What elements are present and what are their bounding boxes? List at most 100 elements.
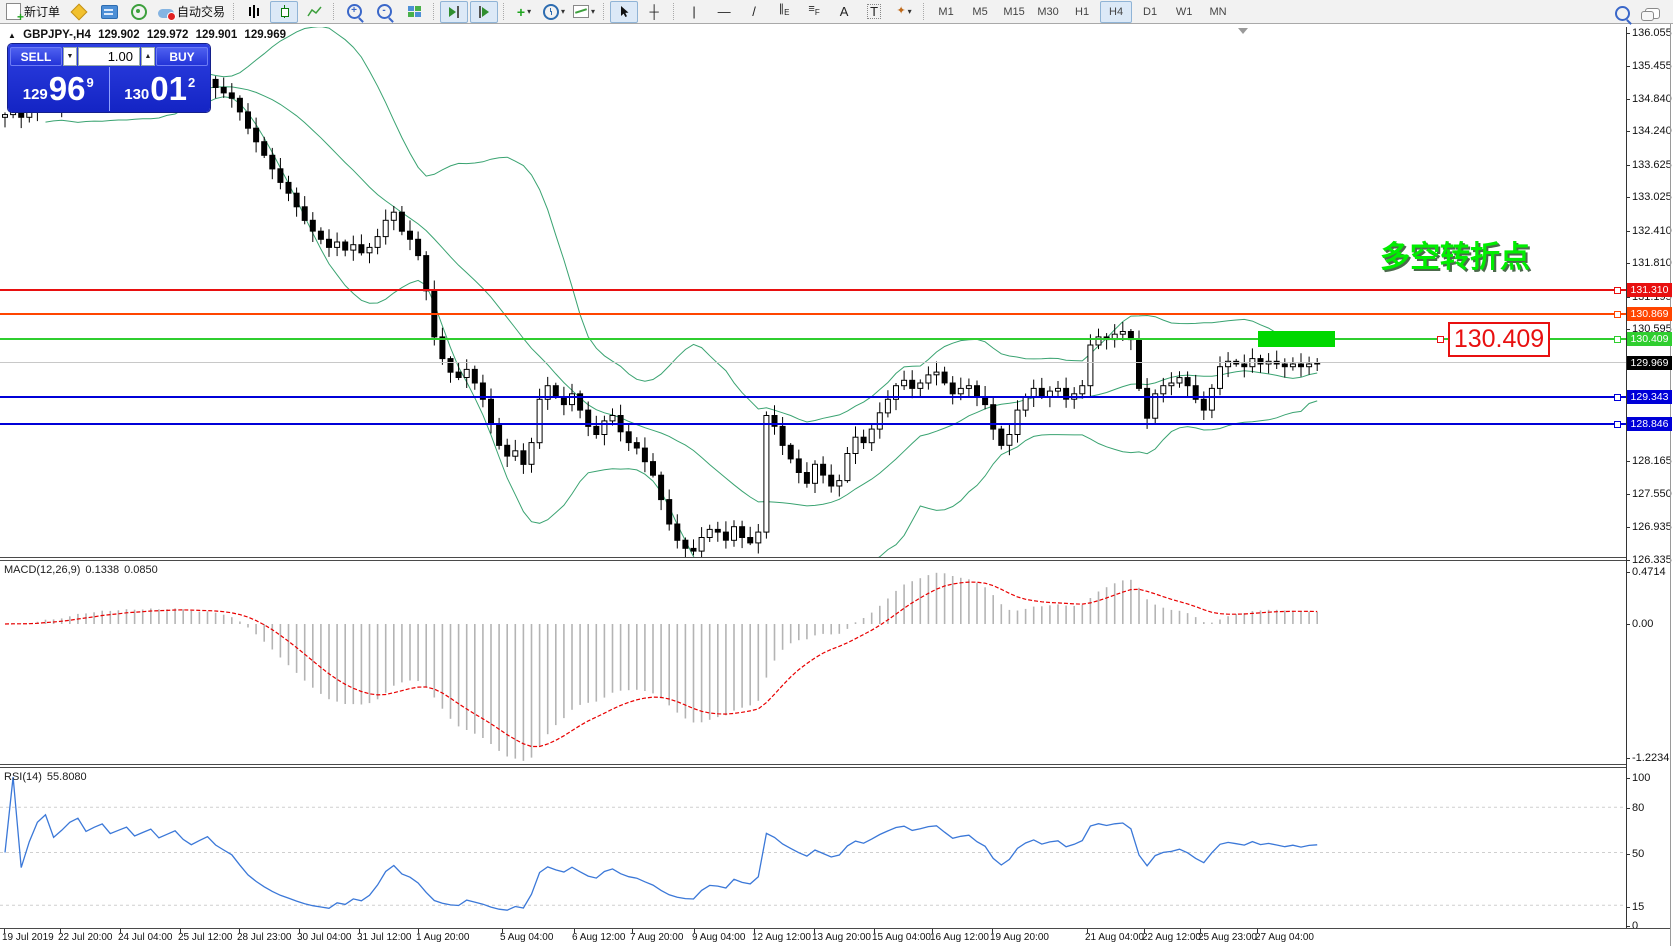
window-right-border <box>1670 24 1671 946</box>
price-level-line[interactable] <box>0 289 1626 292</box>
toolbar-separator <box>603 3 605 20</box>
signals-button[interactable] <box>125 1 153 23</box>
price-low: 129.901 <box>195 29 238 41</box>
cursor-button[interactable] <box>610 0 639 23</box>
arrows-button[interactable]: ✦ ▾ <box>890 1 918 23</box>
line-chart-button[interactable] <box>300 1 328 23</box>
indicators-button[interactable]: + ▾ <box>510 1 538 23</box>
price-axis-badge: 131.310 <box>1627 283 1672 298</box>
new-order-label: 新订单 <box>24 5 61 19</box>
time-axis-border <box>0 928 1670 929</box>
price-tick-label: 128.165 <box>1632 454 1672 467</box>
sell-button[interactable]: SELL <box>10 47 62 66</box>
time-axis-label: 24 Jul 04:00 <box>118 932 173 943</box>
price-tick-label: 135.455 <box>1632 59 1672 72</box>
timeframe-h1[interactable]: H1 <box>1075 5 1090 18</box>
rsi-tick-mark <box>1626 926 1630 927</box>
crosshair-button[interactable]: ┼ <box>640 1 668 23</box>
time-axis-label: 25 Jul 12:00 <box>178 932 233 943</box>
time-tick-mark <box>120 929 121 933</box>
panel-collapse-icon[interactable]: ▲ <box>8 31 16 40</box>
turning-point-annotation[interactable]: 多空转折点 <box>1380 241 1530 274</box>
main-toolbar: 新订单 自动交易 + - +▾ ▾ ▾ ┼ | — / ∥E ≡F A T ✦▾… <box>0 0 1673 24</box>
time-axis-label: 19 Jul 2019 <box>2 932 54 943</box>
fibonacci-button[interactable]: ≡F <box>800 1 828 23</box>
market-button[interactable] <box>95 1 123 23</box>
time-tick-mark <box>694 929 695 933</box>
tile-windows-button[interactable] <box>400 1 428 23</box>
time-axis-label: 12 Aug 12:00 <box>752 932 811 943</box>
metaeditor-icon <box>70 3 88 20</box>
vertical-line-button[interactable]: | <box>680 1 708 23</box>
chart-shift-marker[interactable] <box>1238 28 1248 34</box>
panel-separator[interactable] <box>0 764 1626 765</box>
main-chart-panel <box>2 27 1321 558</box>
bar-chart-button[interactable] <box>240 1 268 23</box>
timeframe-h4[interactable]: H4 <box>1100 0 1133 23</box>
periods-button[interactable]: ▾ <box>540 1 568 23</box>
horizontal-line-button[interactable]: — <box>710 1 738 23</box>
timeframe-mn[interactable]: MN <box>1209 5 1227 18</box>
rsi-tick-label: 15 <box>1632 901 1645 913</box>
timeframe-m15[interactable]: M15 <box>1003 5 1025 18</box>
trendline-button[interactable]: / <box>740 1 768 23</box>
vertical-line-icon: | <box>692 4 696 19</box>
trendline-icon: / <box>752 4 756 19</box>
macd-tick-mark <box>1626 572 1630 573</box>
macd-tick-label: -1.2234 <box>1632 752 1670 764</box>
metaeditor-button[interactable] <box>65 1 93 23</box>
chevron-down-icon: ▾ <box>527 7 532 16</box>
zoom-in-button[interactable]: + <box>340 1 368 23</box>
volume-decrease-button[interactable]: ▼ <box>63 47 77 66</box>
templates-button[interactable]: ▾ <box>570 1 598 23</box>
channel-button[interactable]: ∥E <box>770 1 798 23</box>
price-tick-mark <box>1626 197 1630 199</box>
price-level-line[interactable] <box>0 395 1626 398</box>
rsi-tick-label: 80 <box>1632 802 1645 814</box>
price-tick-mark <box>1626 164 1630 166</box>
panel-separator[interactable] <box>0 560 1626 561</box>
price-callout-label[interactable]: 130.409 <box>1448 322 1550 357</box>
time-axis-label: 19 Aug 20:00 <box>990 932 1049 943</box>
volume-increase-button[interactable]: ▲ <box>141 47 155 66</box>
timeframe-d1[interactable]: D1 <box>1143 5 1158 18</box>
timeframe-m30[interactable]: M30 <box>1037 5 1059 18</box>
price-level-line[interactable] <box>0 422 1626 425</box>
candlestick-chart-button[interactable] <box>270 0 299 23</box>
price-tick-mark <box>1626 560 1630 562</box>
buy-button[interactable]: BUY <box>156 47 208 66</box>
timeframe-w1[interactable]: W1 <box>1175 5 1193 18</box>
chevron-down-icon: ▾ <box>561 7 566 16</box>
text-icon: A <box>839 4 849 19</box>
chart-shift-button[interactable] <box>470 0 499 23</box>
tile-windows-icon <box>407 6 421 17</box>
autotrading-label: 自动交易 <box>177 5 226 19</box>
sell-price[interactable]: 129 96 9 <box>8 67 110 111</box>
new-order-icon <box>6 3 24 24</box>
price-level-line[interactable] <box>0 313 1626 316</box>
auto-scroll-button[interactable] <box>440 0 469 23</box>
one-click-trading-panel: SELL ▼ ▲ BUY 129 96 9 130 01 2 <box>8 44 210 112</box>
community-chat-button[interactable] <box>1638 2 1666 24</box>
panel-separator[interactable] <box>0 557 1626 558</box>
autotrading-button[interactable]: 自动交易 <box>155 1 228 23</box>
chevron-down-icon: ▼ <box>66 53 74 60</box>
price-level-line[interactable] <box>0 338 1626 341</box>
timeframe-m5[interactable]: M5 <box>972 5 988 18</box>
price-level-line[interactable] <box>0 362 1626 364</box>
time-tick-mark <box>992 929 993 933</box>
zoom-out-button[interactable]: - <box>370 1 398 23</box>
timeframe-m1[interactable]: M1 <box>938 5 954 18</box>
text-label-button[interactable]: T <box>860 1 888 23</box>
text-button[interactable]: A <box>830 1 858 23</box>
search-button[interactable] <box>1608 2 1636 24</box>
highlight-rectangle[interactable] <box>1258 331 1335 347</box>
new-order-button[interactable]: 新订单 <box>3 1 63 24</box>
price-tick-label: 126.335 <box>1632 554 1672 567</box>
volume-input[interactable] <box>78 47 140 66</box>
panel-separator[interactable] <box>0 767 1626 768</box>
toolbar-separator <box>673 3 675 20</box>
buy-price[interactable]: 130 01 2 <box>124 70 196 107</box>
rsi-panel <box>0 776 1626 911</box>
